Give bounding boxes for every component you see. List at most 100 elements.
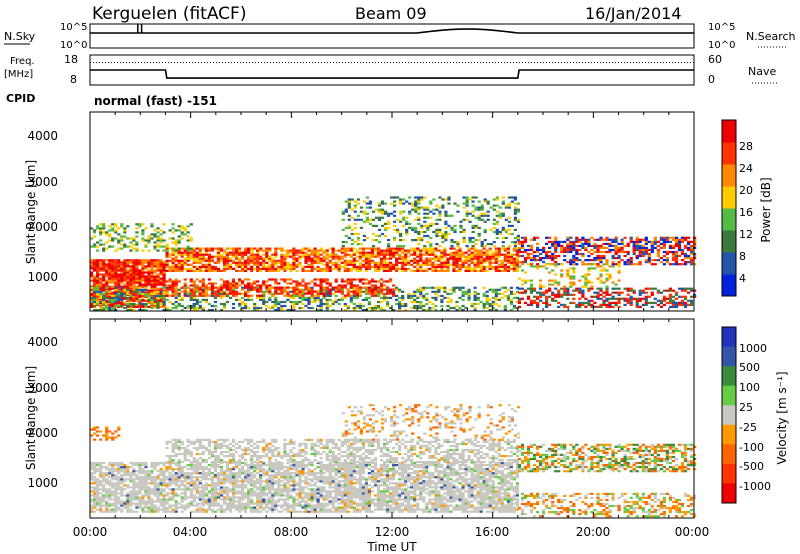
power-cell: [376, 263, 381, 266]
velocity-cell: [147, 486, 151, 489]
power-cell: [370, 253, 375, 256]
power-cell: [674, 236, 679, 239]
power-cell: [509, 300, 513, 304]
power-cell: [331, 255, 335, 258]
power-cell: [476, 263, 480, 266]
power-cell: [123, 306, 127, 310]
power-cell: [204, 292, 208, 295]
power-cell: [635, 297, 639, 300]
power-cell: [364, 269, 368, 272]
power-cell: [105, 279, 109, 282]
power-cell: [407, 249, 411, 252]
power-cell: [138, 271, 142, 274]
power-cell: [644, 301, 648, 304]
velocity-cell: [111, 502, 115, 505]
power-cell: [253, 306, 257, 310]
velocity-cell: [183, 466, 187, 469]
power-cell: [162, 290, 166, 293]
power-cell: [401, 265, 405, 268]
power-cell: [373, 290, 378, 293]
power-cell: [108, 273, 112, 276]
power-cell: [434, 290, 438, 293]
power-cell: [382, 267, 387, 270]
power-cell: [584, 248, 588, 252]
velocity-cell: [135, 494, 139, 497]
power-cell: [677, 242, 682, 245]
power-cell: [687, 287, 691, 290]
power-cell: [599, 265, 603, 268]
power-cell: [268, 306, 272, 310]
power-cell: [370, 278, 375, 281]
power-cell: [352, 261, 356, 264]
power-cell: [159, 294, 163, 297]
power-cell: [216, 249, 220, 252]
power-cell: [123, 245, 127, 248]
power-cell: [473, 309, 477, 312]
power-cell: [364, 278, 368, 281]
power-cell: [204, 259, 208, 262]
power-cell: [680, 250, 685, 254]
power-cell: [362, 212, 366, 215]
power-cell: [401, 261, 405, 264]
power-cell: [590, 295, 594, 298]
power-cell: [483, 220, 487, 223]
power-cell: [683, 254, 688, 258]
velocity-cell: [105, 478, 109, 481]
power-cell: [599, 254, 603, 258]
velocity-cell: [96, 482, 100, 485]
velocity-cell: [105, 494, 109, 497]
power-cell: [346, 282, 350, 285]
power-cell: [379, 263, 384, 266]
power-cell: [578, 301, 582, 304]
power-cell: [515, 247, 519, 250]
power-cell: [488, 259, 492, 262]
power-cell: [569, 248, 573, 252]
power-cell: [422, 286, 426, 289]
power-cell: [204, 247, 208, 250]
velocity-cell: [156, 478, 160, 481]
power-cell: [482, 259, 486, 262]
power-cell: [659, 242, 663, 245]
power-cell: [488, 265, 492, 268]
power-cell: [337, 265, 341, 268]
power-cell: [516, 236, 520, 240]
velocity-cell: [153, 484, 157, 487]
power-cell: [144, 243, 148, 246]
power-cell: [144, 275, 148, 278]
velocity-cell: [162, 470, 166, 473]
velocity-cell: [126, 486, 130, 489]
velocity-cell: [156, 492, 160, 495]
power-cell: [386, 302, 390, 306]
power-cell: [476, 302, 480, 306]
power-cell: [545, 295, 549, 298]
power-cell: [647, 248, 651, 252]
velocity-cell: [99, 466, 103, 469]
power-cell: [473, 298, 477, 301]
power-cell: [102, 309, 106, 312]
power-cell: [498, 232, 502, 236]
power-cell: [368, 200, 372, 203]
power-cell: [346, 292, 350, 295]
power-cell: [364, 265, 368, 268]
power-cell: [683, 301, 688, 304]
power-cell: [114, 292, 118, 295]
power-cell: [443, 255, 447, 258]
power-cell: [665, 250, 669, 254]
power-cell: [674, 254, 679, 258]
power-cell: [542, 250, 546, 254]
power-cell: [650, 250, 654, 254]
power-cell: [399, 212, 403, 215]
velocity-cell: [132, 486, 136, 489]
velocity-cell: [141, 496, 145, 499]
power-cell: [126, 261, 130, 264]
power-cell: [467, 265, 471, 268]
power-cell: [500, 265, 504, 268]
power-cell: [150, 302, 154, 306]
power-cell: [231, 288, 236, 291]
power-cell: [289, 294, 293, 297]
power-cell: [404, 259, 408, 262]
power-cell: [599, 246, 603, 249]
power-cell: [96, 245, 100, 248]
power-cell: [183, 294, 187, 297]
power-cell: [596, 259, 600, 262]
